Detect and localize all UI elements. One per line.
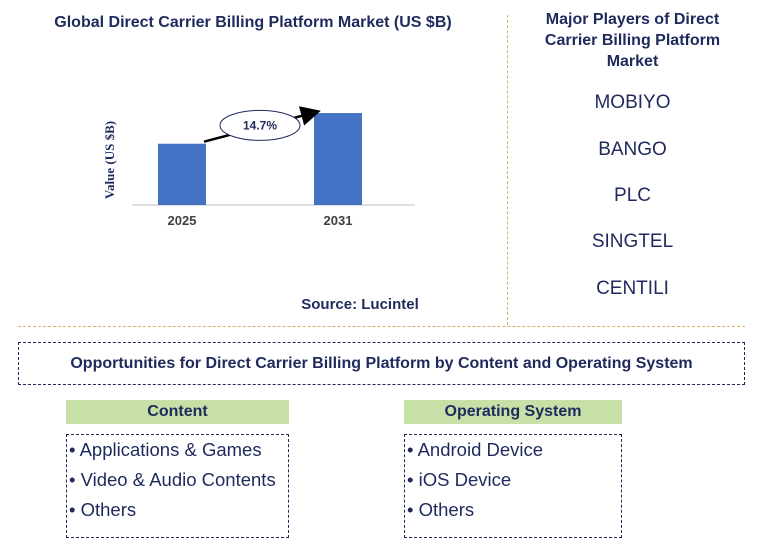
player-mobiyo: MOBIYO <box>594 92 671 113</box>
player-centili: CENTILI <box>596 278 669 299</box>
list-item: • Applications & Games <box>69 439 262 460</box>
player-plc: PLC <box>614 185 651 206</box>
content-list: • Applications & Games • Video & Audio C… <box>66 434 289 538</box>
player-bango: BANGO <box>598 139 667 160</box>
bars-group <box>158 113 362 205</box>
players-title: Major Players of Direct Carrier Billing … <box>544 11 721 70</box>
opportunities-title: Opportunities for Direct Carrier Billing… <box>18 342 745 385</box>
list-item: • iOS Device <box>407 469 512 490</box>
player-singtel: SINGTEL <box>591 231 674 252</box>
list-item: • Others <box>69 499 137 520</box>
horizontal-divider <box>18 326 745 327</box>
list-item: • Others <box>407 499 475 520</box>
source-note: Source: Lucintel <box>301 296 419 313</box>
list-item: • Video & Audio Contents <box>69 469 276 490</box>
chart-title: Global Direct Carrier Billing Platform M… <box>54 14 452 31</box>
bar-2031 <box>314 113 362 205</box>
list-item: • Android Device <box>407 439 544 460</box>
os-header: Operating System <box>404 400 622 424</box>
vertical-divider <box>507 15 508 325</box>
bar-2025 <box>158 143 206 205</box>
y-axis-label-wrap: Value (US $B) <box>92 110 128 210</box>
cagr-annotation: 14.7% <box>203 106 321 143</box>
content-header: Content <box>66 400 289 424</box>
tick-label-2031: 2031 <box>324 213 353 228</box>
y-axis-label: Value (US $B) <box>102 120 117 200</box>
os-list: • Android Device • iOS Device • Others <box>404 434 622 538</box>
tick-labels: 2025 2031 <box>168 213 353 228</box>
cagr-label: 14.7% <box>243 119 277 133</box>
cagr-ellipse <box>219 109 301 141</box>
bar-chart: 2025 2031 14.7% <box>132 106 415 228</box>
tick-label-2025: 2025 <box>168 213 197 228</box>
